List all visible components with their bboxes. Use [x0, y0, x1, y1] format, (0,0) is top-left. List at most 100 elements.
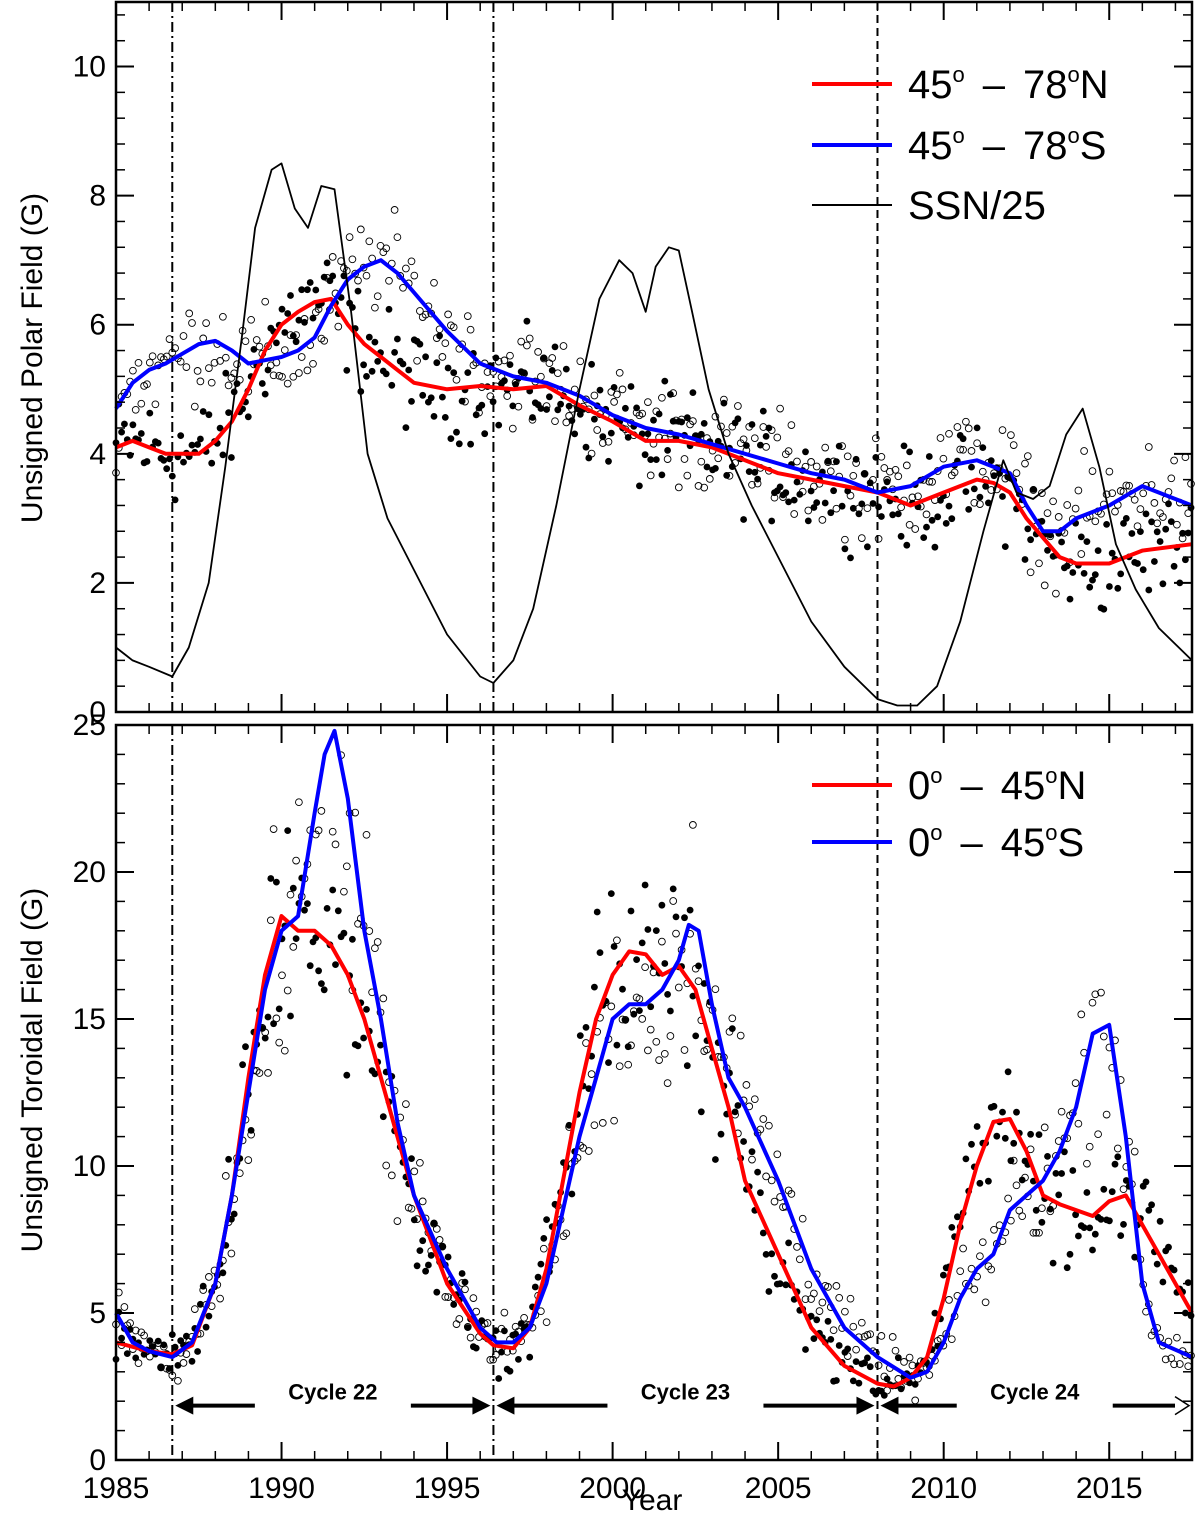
- bottom-south-sample-point: [255, 1069, 264, 1077]
- top-south-sample-point: [483, 368, 492, 376]
- bottom-north-sample-point: [225, 1155, 233, 1163]
- top-series-line-2: [115, 162, 1193, 707]
- top-south-sample-point: [542, 402, 551, 410]
- bottom-south-sample-point: [286, 890, 295, 899]
- top-north-sample-point: [1024, 525, 1032, 533]
- bottom-north-sample-point: [1063, 1264, 1071, 1272]
- top-south-sample-point: [779, 493, 787, 501]
- top-north-sample-point: [903, 541, 911, 549]
- bottom-south-sample-point: [987, 1265, 996, 1274]
- bottom-south-sample-point: [835, 1293, 844, 1302]
- bottom-south-sample-point: [418, 1197, 427, 1206]
- bottom-north-sample-point: [1086, 1224, 1094, 1232]
- top-north-sample-point: [785, 498, 792, 506]
- top-south-sample-point: [821, 443, 830, 452]
- legend-label-north-toroidal: 0o –45oN: [908, 763, 1086, 808]
- bottom-north-sample-point: [1153, 1260, 1161, 1268]
- bottom-south-sample-point: [765, 1121, 773, 1130]
- bottom-south-sample-point: [793, 1243, 801, 1251]
- bottom-north-sample-point: [1049, 1259, 1057, 1267]
- bottom-series-line-0: [115, 914, 1194, 1389]
- top-south-sample-point: [517, 337, 526, 346]
- top-north-sample-point: [607, 429, 615, 437]
- top-south-sample-point: [373, 292, 382, 301]
- bottom-south-sample-point: [672, 929, 680, 938]
- top-south-sample-point: [598, 439, 607, 447]
- top-north-sample-point: [802, 448, 809, 456]
- bottom-south-sample-point: [1018, 1212, 1027, 1221]
- top-south-sample-point: [494, 357, 503, 366]
- bottom-north-sample-point: [242, 1043, 249, 1051]
- bottom-south-sample-point: [387, 1171, 396, 1180]
- bottom-south-sample-point: [798, 1214, 807, 1223]
- top-south-sample-point: [886, 467, 894, 476]
- top-north-sample-point: [1182, 556, 1189, 564]
- bottom-north-sample-point: [1044, 1153, 1051, 1160]
- bottom-north-sample-point: [1114, 1153, 1122, 1161]
- top-south-sample-point: [221, 353, 230, 362]
- top-north-sample-point: [835, 442, 843, 450]
- bottom-y-tick-label: 25: [73, 709, 106, 742]
- top-south-sample-point: [469, 361, 478, 370]
- top-south-sample-point: [841, 535, 849, 544]
- x-tick-label: 2015: [1076, 1472, 1143, 1505]
- bottom-north-sample-point: [771, 1272, 778, 1280]
- top-north-sample-point: [1089, 576, 1096, 584]
- top-north-sample-point: [562, 365, 570, 373]
- top-north-sample-point: [1058, 538, 1065, 546]
- top-south-sample-point: [511, 378, 520, 387]
- top-south-sample-point: [528, 415, 537, 424]
- bottom-north-sample-point: [833, 1377, 840, 1384]
- top-north-sample-point: [588, 360, 595, 368]
- bottom-south-sample-point: [179, 1359, 188, 1367]
- bottom-north-sample-point: [292, 935, 300, 942]
- bottom-north-sample-point: [1027, 1130, 1034, 1138]
- top-south-sample-point: [967, 447, 976, 455]
- top-south-sample-point: [553, 369, 562, 378]
- top-south-sample-point: [1091, 517, 1100, 526]
- bottom-north-sample-point: [605, 1059, 612, 1066]
- top-south-sample-point: [680, 455, 689, 463]
- top-south-sample-point: [793, 457, 801, 466]
- top-north-sample-point: [489, 398, 497, 406]
- top-south-sample-point: [1139, 489, 1148, 498]
- top-north-sample-point: [554, 406, 562, 414]
- top-series-line-1: [114, 258, 1193, 534]
- top-south-sample-point: [1029, 486, 1038, 494]
- top-north-sample-point: [894, 510, 902, 518]
- top-north-sample-point: [740, 516, 747, 523]
- top-north-sample-point: [830, 487, 837, 495]
- top-north-sample-point: [650, 416, 657, 424]
- top-south-sample-point: [269, 371, 278, 380]
- cycle-minima-lines: [171, 2, 879, 1460]
- top-south-sample-point: [241, 337, 250, 346]
- bottom-south-sample-point: [317, 807, 326, 815]
- bottom-south-sample-point: [1102, 1110, 1111, 1119]
- top-north-sample-point: [289, 332, 297, 340]
- top-south-sample-point: [402, 264, 410, 273]
- top-south-sample-point: [407, 257, 416, 266]
- top-south-sample-point: [722, 429, 731, 437]
- bottom-south-sample-point: [666, 1032, 675, 1040]
- top-south-sample-point: [860, 469, 869, 478]
- bottom-south-sample-point: [452, 1320, 461, 1328]
- bottom-south-sample-point: [131, 1326, 140, 1335]
- top-south-sample-point: [590, 391, 599, 400]
- top-north-sample-point: [942, 520, 950, 527]
- top-south-sample-point: [824, 458, 832, 466]
- bottom-north-sample-point: [582, 1024, 590, 1031]
- legend-label-north-polar: 45o –78oN: [908, 62, 1109, 107]
- cycle-label: Cycle 24: [990, 1380, 1080, 1405]
- bottom-south-sample-point: [891, 1346, 900, 1355]
- top-south-sample-point: [745, 422, 754, 431]
- bottom-south-sample-point: [1113, 1144, 1122, 1153]
- bottom-south-sample-point: [590, 1121, 599, 1130]
- bottom-north-sample-point: [410, 1216, 418, 1224]
- top-south-sample-point: [345, 233, 354, 241]
- bottom-south-sample-point: [182, 1350, 191, 1358]
- bottom-south-sample-point: [750, 1095, 759, 1104]
- bottom-north-sample-point: [1165, 1243, 1172, 1251]
- top-south-sample-point: [852, 459, 860, 467]
- bottom-south-sample-point: [1167, 1354, 1176, 1363]
- bottom-north-sample-point: [894, 1354, 902, 1362]
